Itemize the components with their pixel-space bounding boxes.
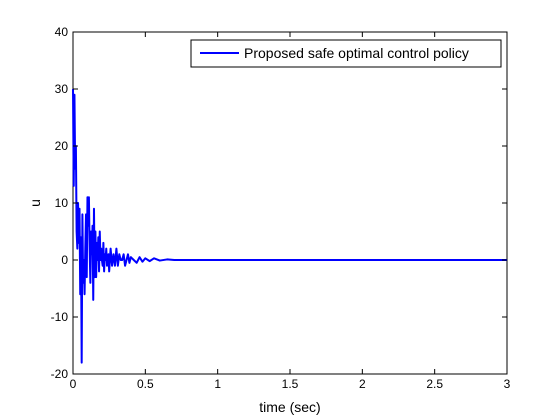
x-tick-label: 1 bbox=[214, 377, 221, 391]
plot-area: 0 0.5 1 1.5 2 2.5 3 -20 -10 0 10 20 30 40 bbox=[51, 25, 511, 391]
x-tick-label: 1.5 bbox=[282, 377, 299, 391]
x-tick-label: 3 bbox=[504, 377, 511, 391]
x-tick-label: 2.5 bbox=[426, 377, 443, 391]
y-axis-label: u bbox=[27, 199, 43, 207]
ticks-layer: 0 0.5 1 1.5 2 2.5 3 -20 -10 0 10 20 30 40 bbox=[51, 25, 511, 391]
x-tick-label: 0.5 bbox=[137, 377, 154, 391]
y-tick-label: 10 bbox=[55, 196, 69, 210]
y-tick-label: -20 bbox=[51, 367, 69, 381]
y-tick-label: 30 bbox=[55, 82, 69, 96]
legend-box bbox=[190, 39, 502, 68]
y-tick-label: 20 bbox=[55, 139, 69, 153]
y-tick-label: 40 bbox=[55, 25, 69, 39]
series-line bbox=[72, 88, 507, 364]
series-layer bbox=[72, 88, 507, 364]
axes-box bbox=[72, 31, 508, 375]
x-axis-label: time (sec) bbox=[259, 399, 320, 415]
y-tick-label: -10 bbox=[51, 310, 69, 324]
legend-label: Proposed safe optimal control policy bbox=[244, 45, 469, 61]
x-tick-label: 0 bbox=[70, 377, 77, 391]
x-tick-label: 2 bbox=[359, 377, 366, 391]
legend: Proposed safe optimal control policy bbox=[190, 39, 502, 68]
y-tick-label: 0 bbox=[61, 253, 68, 267]
